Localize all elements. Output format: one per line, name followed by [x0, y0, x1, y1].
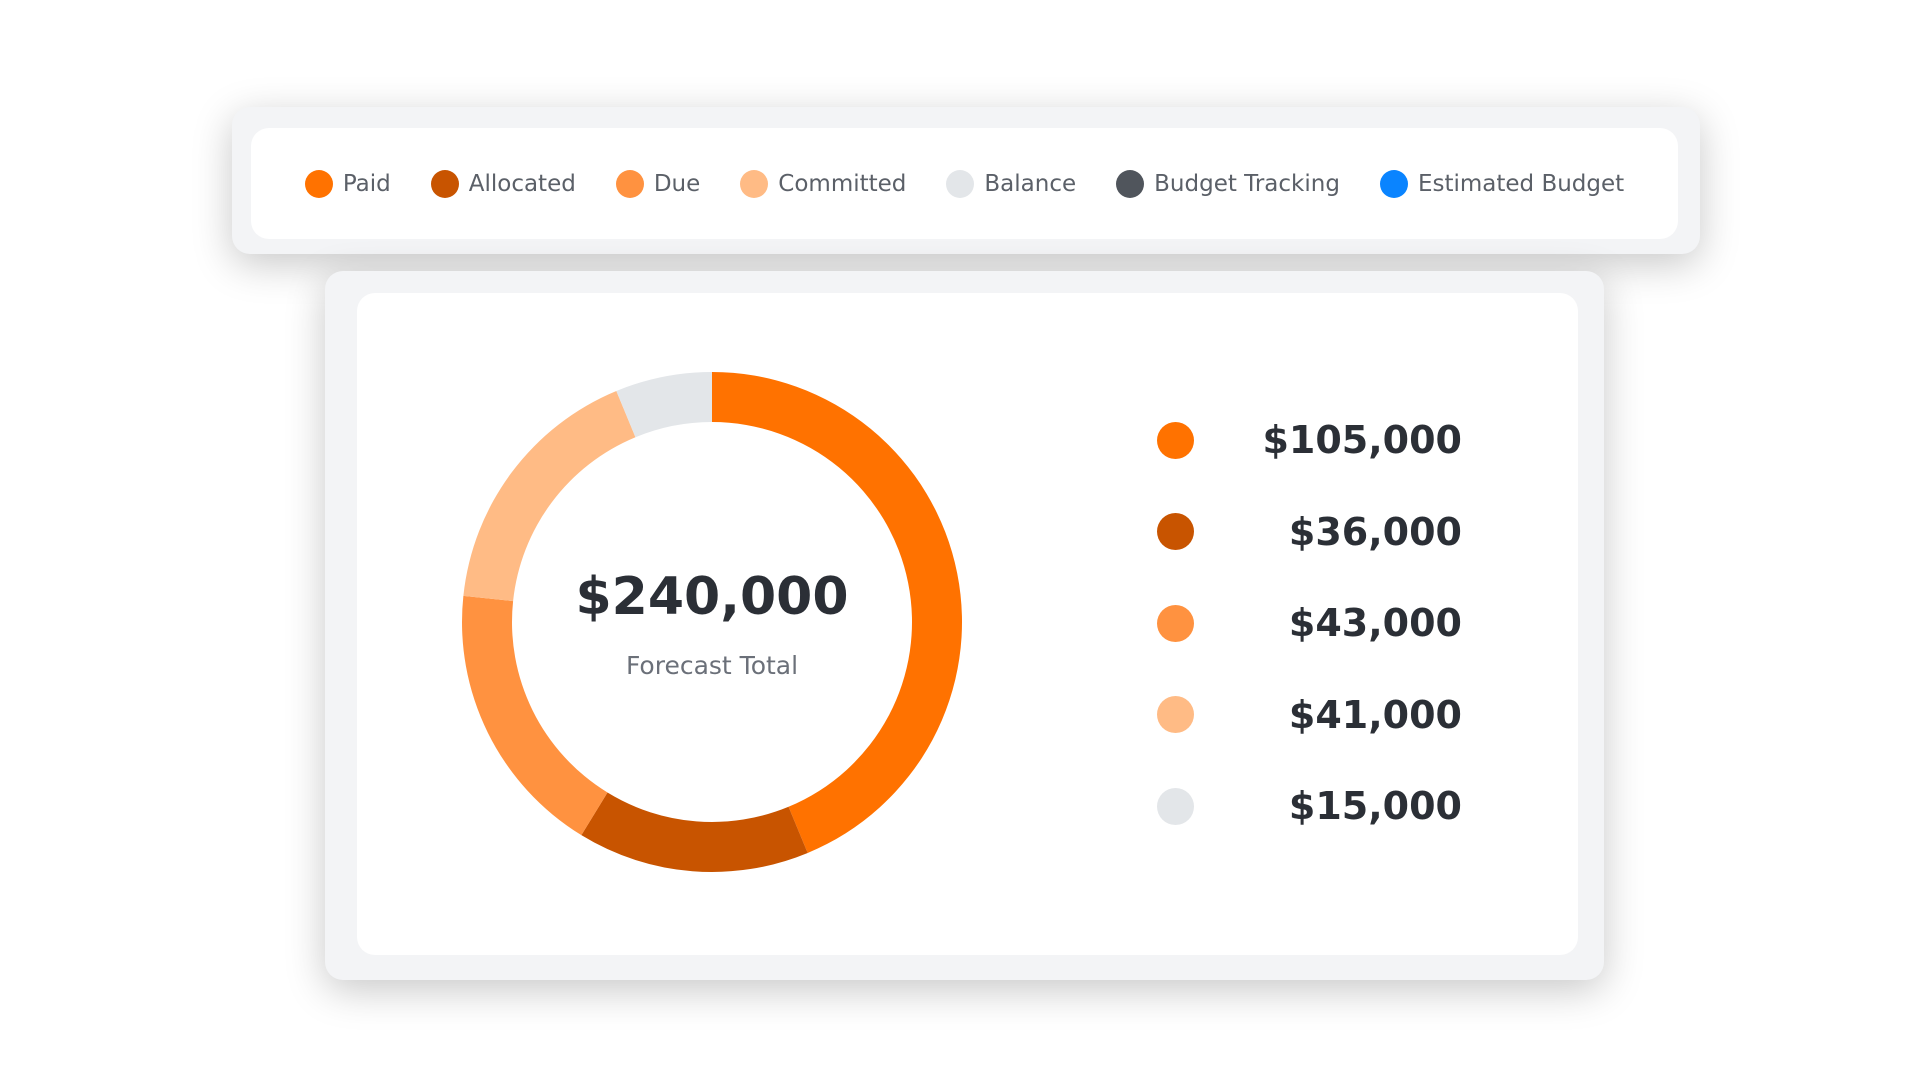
legend-item: Estimated Budget — [1379, 169, 1625, 198]
donut-slice — [616, 372, 712, 438]
chart-panel: $240,000 Forecast Total $105,000 $36,000 $4… — [357, 293, 1578, 955]
value-row: $36,000 — [1157, 502, 1462, 562]
legend-item: Allocated — [430, 169, 576, 198]
legend-swatch — [1379, 169, 1408, 198]
legend-item: Paid — [304, 169, 391, 198]
legend-item: Budget Tracking — [1116, 169, 1340, 198]
legend-label: Due — [653, 170, 701, 197]
value-label: $36,000 — [1288, 509, 1462, 554]
value-label: $105,000 — [1262, 418, 1462, 462]
donut-slice — [581, 792, 808, 872]
value-row: $41,000 — [1157, 685, 1462, 745]
donut-slice — [462, 595, 608, 836]
legend-label: Committed — [778, 170, 907, 197]
value-swatch — [1157, 421, 1194, 459]
donut-slice — [463, 391, 636, 602]
legend-swatch — [946, 169, 975, 198]
subtitle: Forecast Total — [626, 651, 798, 680]
legend-swatch — [1116, 169, 1145, 198]
value-swatch — [1157, 604, 1194, 642]
value-label: $15,000 — [1288, 784, 1462, 828]
value-swatch — [1157, 513, 1194, 550]
legend-label: Paid — [342, 170, 391, 197]
legend-swatch — [740, 169, 769, 198]
legend-label: Balance — [984, 170, 1077, 197]
value-row: $43,000 — [1157, 593, 1462, 653]
value-swatch — [1157, 787, 1194, 825]
legend-label: Allocated — [468, 170, 576, 197]
value-label: $43,000 — [1288, 601, 1462, 645]
value-row: $105,000 — [1157, 410, 1462, 470]
chart-card: $240,000 Forecast Total $105,000 $36,000 $4… — [325, 271, 1604, 980]
total-label: $240,000 — [575, 567, 848, 627]
value-row: $15,000 — [1157, 776, 1462, 836]
legend-item: Balance — [946, 169, 1077, 198]
legend-swatch — [615, 169, 644, 198]
donut-chart: $240,000 Forecast Total — [462, 372, 963, 872]
legend-label: Estimated Budget — [1417, 170, 1625, 197]
value-swatch — [1157, 696, 1194, 733]
legend-swatch — [304, 169, 333, 198]
legend-item: Committed — [740, 169, 907, 198]
legend-label: Budget Tracking — [1154, 170, 1340, 197]
legend-swatch — [430, 169, 459, 198]
legend: Paid Allocated Due Committed Balance Budget T… — [251, 128, 1678, 239]
donut-slice — [712, 372, 963, 853]
value-label: $41,000 — [1288, 692, 1462, 737]
legend-item: Due — [615, 169, 701, 198]
legend-card: Paid Allocated Due Committed Balance Budget T… — [232, 107, 1700, 254]
